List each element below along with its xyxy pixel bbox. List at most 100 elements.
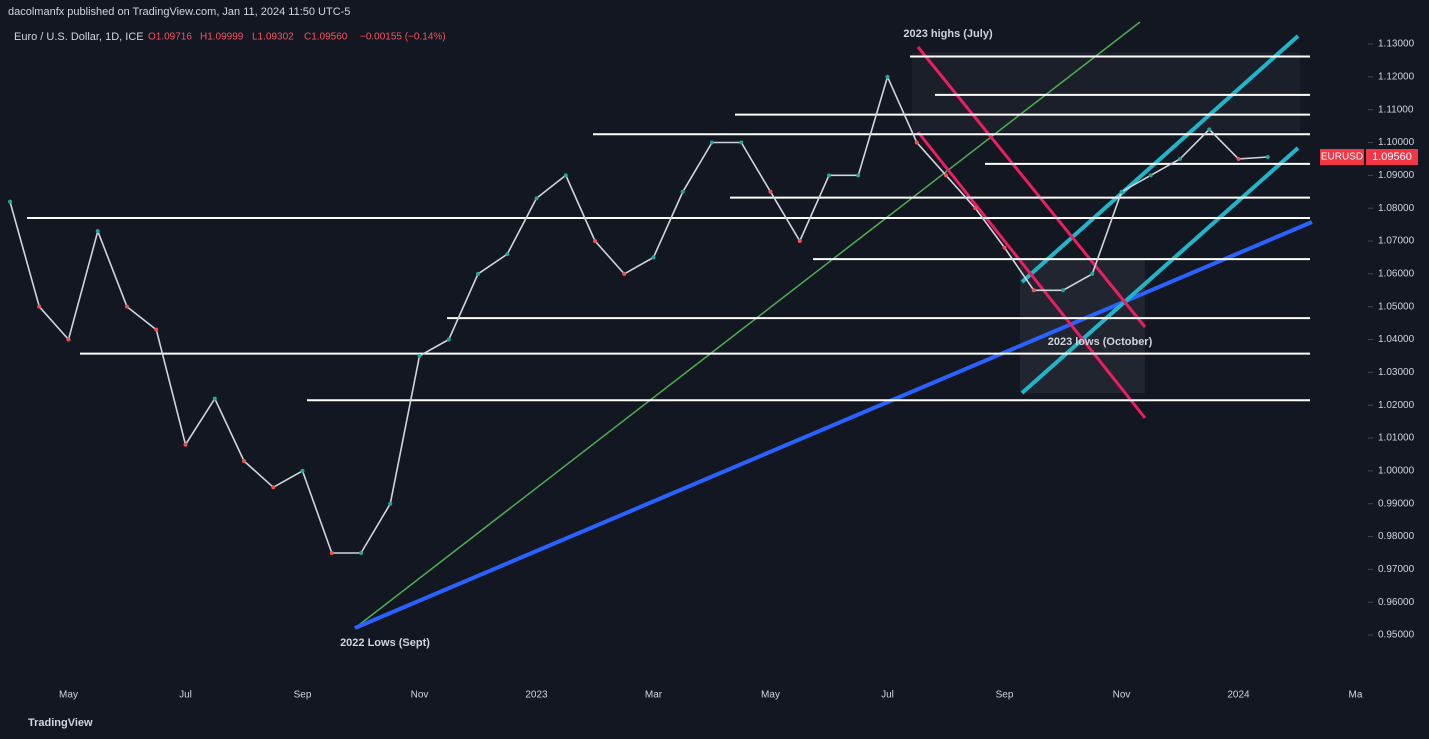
x-tick-label: Ma bbox=[1349, 690, 1363, 701]
x-tick-label: Sep bbox=[996, 690, 1014, 701]
price-point bbox=[1207, 127, 1212, 132]
price-point bbox=[95, 229, 100, 234]
price-tag-bg bbox=[1320, 149, 1364, 165]
ohlc-value: L1.09302 bbox=[252, 32, 294, 43]
channel-line bbox=[916, 131, 1147, 419]
price-point bbox=[476, 271, 480, 276]
price-point bbox=[66, 337, 71, 342]
annotation: 2023 highs (July) bbox=[903, 28, 993, 40]
price-point bbox=[914, 140, 919, 145]
x-tick-label: Nov bbox=[1113, 690, 1131, 701]
price-point bbox=[534, 196, 539, 201]
shade-box bbox=[1020, 258, 1145, 393]
price-point bbox=[8, 199, 12, 204]
ohlc-value: C1.09560 bbox=[304, 32, 348, 43]
x-tick-label: May bbox=[761, 690, 780, 701]
y-tick-label: 0.95000 bbox=[1378, 630, 1415, 641]
price-point bbox=[505, 252, 510, 257]
price-tag-bg bbox=[1366, 149, 1418, 165]
y-tick-label: 1.06000 bbox=[1378, 268, 1415, 279]
channel-line bbox=[916, 46, 1147, 328]
price-point bbox=[1236, 156, 1241, 161]
price-point bbox=[329, 550, 334, 555]
y-tick-label: 1.01000 bbox=[1378, 433, 1415, 444]
channel-line bbox=[1020, 34, 1300, 284]
price-point bbox=[1061, 288, 1065, 293]
price-point bbox=[388, 501, 393, 506]
y-tick-label: 1.08000 bbox=[1378, 203, 1415, 214]
price-point bbox=[651, 255, 656, 260]
price-point bbox=[1031, 288, 1036, 293]
price-point bbox=[154, 327, 159, 332]
x-tick-label: 2024 bbox=[1227, 690, 1250, 701]
price-point bbox=[37, 304, 42, 309]
price-point bbox=[212, 396, 217, 401]
price-point bbox=[242, 459, 246, 464]
annotation: 2023 lows (October) bbox=[1048, 336, 1153, 348]
y-tick-label: 1.10000 bbox=[1378, 137, 1415, 148]
y-tick-label: 0.99000 bbox=[1378, 498, 1415, 509]
price-point bbox=[359, 550, 363, 555]
price-point bbox=[1090, 271, 1095, 276]
annotation: 2022 Lows (Sept) bbox=[340, 637, 430, 649]
ohlc-value: O1.09716 bbox=[148, 32, 192, 43]
price-point bbox=[563, 173, 568, 178]
price-point bbox=[593, 239, 597, 244]
price-point bbox=[856, 173, 861, 178]
price-point bbox=[885, 74, 890, 79]
y-tick-label: 1.12000 bbox=[1378, 71, 1415, 82]
shade-box bbox=[912, 52, 1300, 132]
header: dacolmanfx published on TradingView.com,… bbox=[8, 6, 350, 18]
price-tag-value: 1.09560 bbox=[1372, 151, 1412, 163]
x-tick-label: Jul bbox=[179, 690, 192, 701]
trendline bbox=[354, 21, 1141, 629]
price-point bbox=[973, 206, 978, 211]
price-point bbox=[797, 239, 802, 244]
price-point bbox=[300, 468, 305, 473]
y-tick-label: 1.07000 bbox=[1378, 236, 1415, 247]
price-point bbox=[1148, 173, 1153, 178]
y-tick-label: 0.98000 bbox=[1378, 531, 1415, 542]
y-tick-label: 0.96000 bbox=[1378, 597, 1415, 608]
x-tick-label: Mar bbox=[645, 690, 663, 701]
channel-line bbox=[1020, 146, 1300, 395]
price-tag-symbol: EURUSD bbox=[1321, 152, 1363, 163]
price-point bbox=[1119, 189, 1124, 194]
price-point bbox=[183, 442, 188, 447]
price-point bbox=[417, 353, 422, 358]
x-tick-label: Sep bbox=[294, 690, 312, 701]
y-tick-label: 1.04000 bbox=[1378, 334, 1415, 345]
trendline bbox=[354, 220, 1313, 630]
price-point bbox=[446, 337, 451, 342]
y-tick-label: 1.00000 bbox=[1378, 466, 1415, 477]
x-tick-label: 2023 bbox=[525, 690, 548, 701]
x-tick-label: Nov bbox=[411, 690, 429, 701]
ohlc-value: −0.00155 (−0.14%) bbox=[360, 32, 446, 43]
x-tick-label: Jul bbox=[881, 690, 894, 701]
x-tick-label: May bbox=[59, 690, 78, 701]
price-line bbox=[9, 74, 1268, 554]
price-point bbox=[739, 140, 744, 145]
symbol-title: Euro / U.S. Dollar, 1D, ICE bbox=[14, 31, 144, 43]
y-tick-label: 1.11000 bbox=[1378, 104, 1414, 115]
price-point bbox=[1265, 154, 1270, 159]
price-point bbox=[1002, 245, 1007, 250]
y-tick-label: 1.09000 bbox=[1378, 170, 1415, 181]
price-point bbox=[768, 189, 773, 194]
y-tick-label: 1.03000 bbox=[1378, 367, 1415, 378]
y-tick-label: 1.02000 bbox=[1378, 400, 1415, 411]
price-point bbox=[944, 173, 948, 178]
price-point bbox=[680, 189, 685, 194]
price-point bbox=[710, 140, 714, 145]
price-point bbox=[622, 271, 627, 276]
price-point bbox=[271, 485, 276, 490]
y-tick-label: 0.97000 bbox=[1378, 564, 1415, 575]
price-point bbox=[827, 173, 831, 178]
plot bbox=[8, 55, 1310, 555]
y-tick-label: 1.05000 bbox=[1378, 301, 1415, 312]
price-point bbox=[125, 304, 129, 309]
ohlc-value: H1.09999 bbox=[200, 32, 244, 43]
price-point bbox=[1178, 156, 1182, 161]
